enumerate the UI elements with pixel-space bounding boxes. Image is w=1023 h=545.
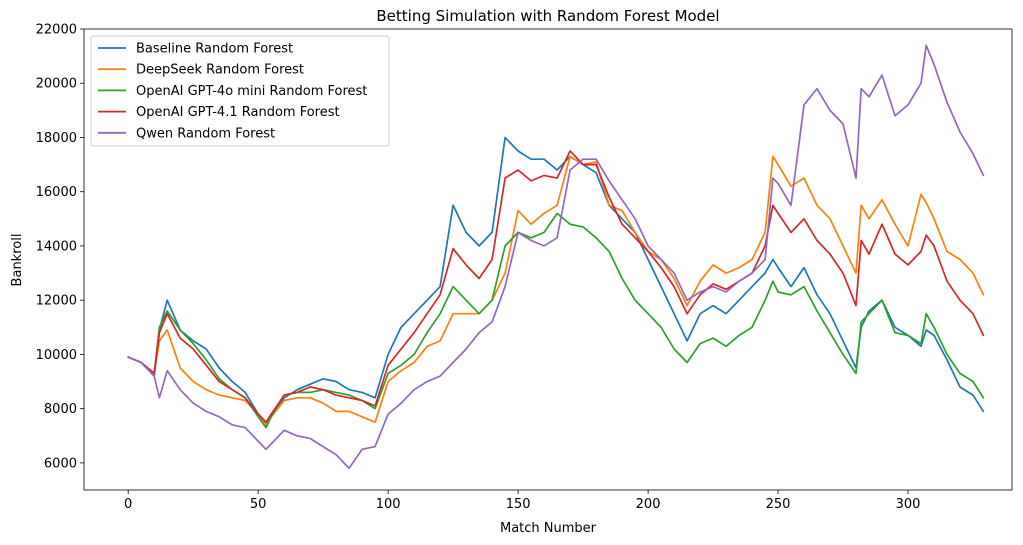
y-tick-label: 6000 <box>44 456 77 471</box>
legend-label: OpenAI GPT-4.1 Random Forest <box>136 105 340 120</box>
chart-title: Betting Simulation with Random Forest Mo… <box>376 7 719 25</box>
y-tick-label: 16000 <box>36 185 77 200</box>
y-tick-label: 14000 <box>36 239 77 254</box>
series-line-3 <box>127 150 985 424</box>
legend-label: DeepSeek Random Forest <box>136 63 304 78</box>
x-tick-label: 200 <box>636 497 661 512</box>
x-axis: 0 50 100 150 200 250 300 <box>124 490 920 512</box>
series-layer <box>127 44 985 470</box>
y-tick-label: 18000 <box>36 131 77 146</box>
y-tick-label: 22000 <box>36 23 77 38</box>
x-tick-label: 150 <box>506 497 531 512</box>
x-tick-label: 300 <box>896 497 921 512</box>
series-line-0 <box>127 136 985 424</box>
axes-frame <box>83 28 1013 491</box>
y-tick-label: 12000 <box>36 294 77 309</box>
series-line-4 <box>127 44 985 470</box>
y-axis-title: Bankroll <box>10 234 25 287</box>
y-tick-label: 10000 <box>36 348 77 363</box>
series-line-2 <box>127 212 985 429</box>
y-tick-label: 20000 <box>36 77 77 92</box>
legend-box <box>90 35 390 147</box>
series-line-1 <box>127 155 985 426</box>
legend-label: Qwen Random Forest <box>136 126 275 141</box>
x-tick-label: 100 <box>376 497 401 512</box>
x-tick-label: 250 <box>766 497 791 512</box>
legend-label: Baseline Random Forest <box>136 42 293 57</box>
legend-label: OpenAI GPT-4o mini Random Forest <box>136 84 367 99</box>
y-tick-label: 8000 <box>44 402 77 417</box>
x-tick-label: 0 <box>124 497 132 512</box>
legend: Baseline Random Forest DeepSeek Random Fo… <box>90 35 390 147</box>
plot-area <box>83 28 1013 491</box>
x-tick-label: 50 <box>250 497 267 512</box>
x-axis-title: Match Number <box>500 521 597 536</box>
y-axis: 6000 8000 10000 12000 14000 16000 18000 20000 22… <box>36 23 84 471</box>
